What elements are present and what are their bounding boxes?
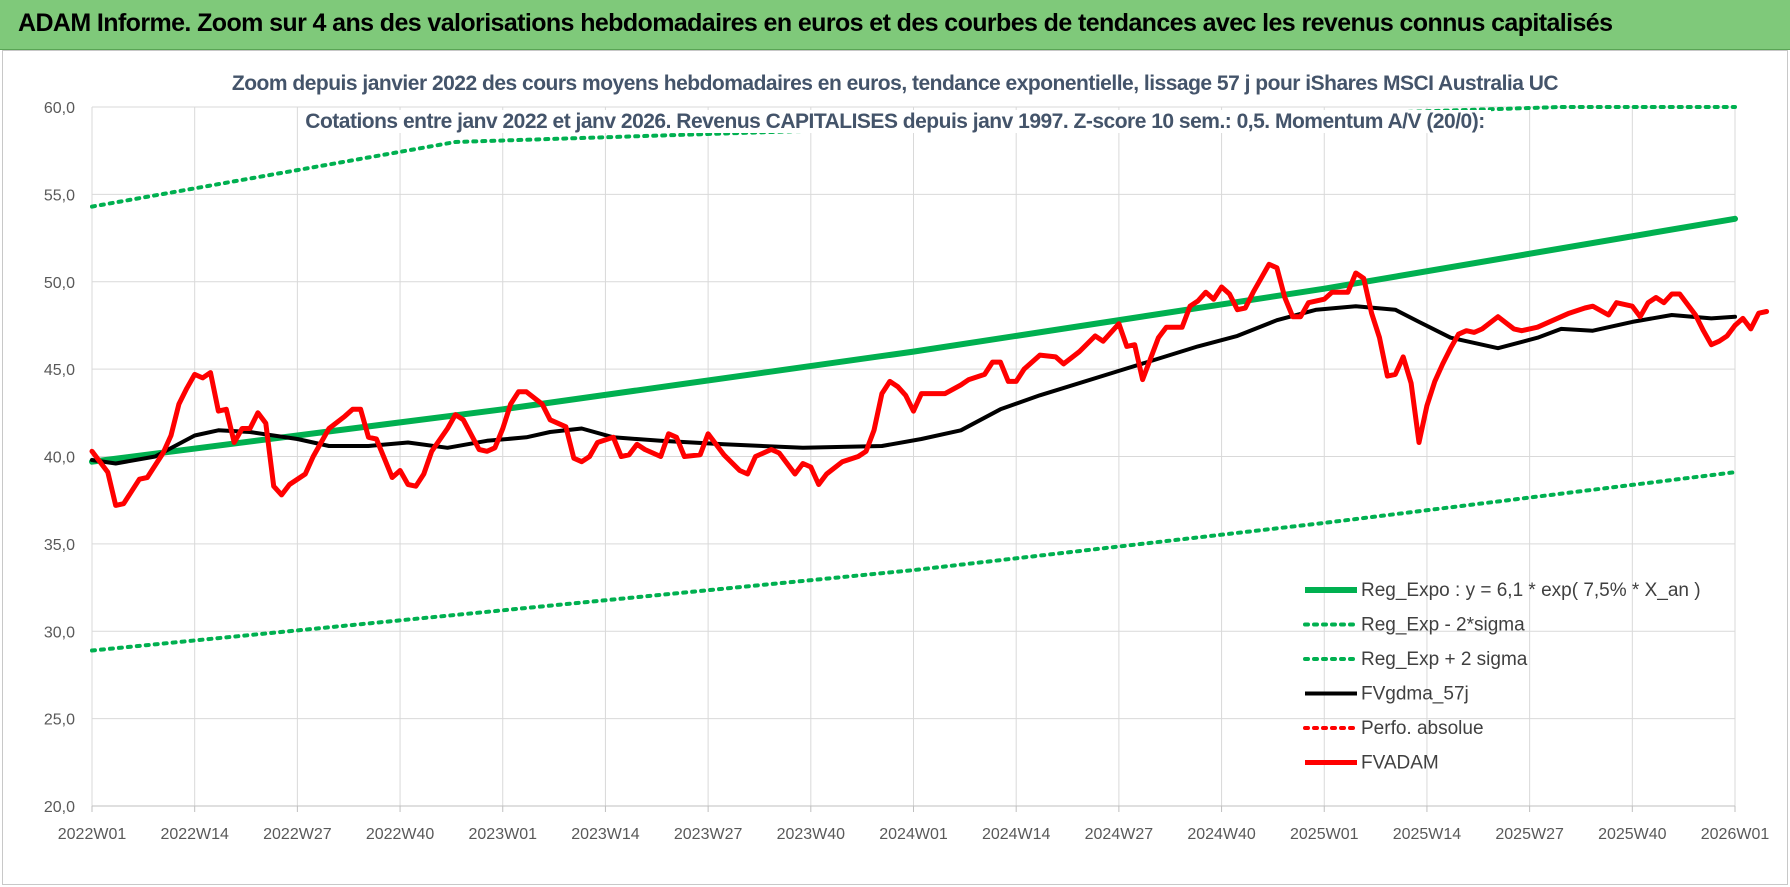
legend-label: Reg_Expo : y = 6,1 * exp( 7,5% * X_an ) [1361,580,1701,601]
banner-title: ADAM Informe. Zoom sur 4 ans des valoris… [18,9,1613,37]
chart-subtitle-row: Cotations entre janv 2022 et janv 2026. … [0,110,1790,134]
x-tick-label: 2025W27 [1495,826,1564,843]
y-tick-label: 35,0 [44,537,75,554]
gridlines [91,106,1736,807]
y-tick-label: 60,0 [44,100,75,117]
x-tick-label: 2024W27 [1085,826,1154,843]
y-tick-label: 30,0 [44,624,75,641]
series-line-1 [90,470,1737,653]
x-axis: 2022W01 2022W14 2022W27 2022W40 2023W01 2023W… [58,805,1770,843]
series-line-5 [89,261,1770,508]
x-tick-label: 2025W14 [1393,826,1462,843]
chart-title: Zoom depuis janvier 2022 des cours moyen… [225,72,1565,95]
x-tick-label: 2022W01 [58,826,127,843]
x-tick-label: 2022W40 [366,826,435,843]
x-tick-label: 2023W14 [571,826,640,843]
series-line-3 [90,304,1737,466]
legend-label: FVgdma_57j [1361,684,1469,705]
x-tick-label: 2025W01 [1290,826,1359,843]
x-tick-label: 2024W40 [1187,826,1256,843]
x-tick-label: 2025W40 [1598,826,1667,843]
x-tick-label: 2023W27 [674,826,743,843]
y-tick-label: 20,0 [44,799,75,816]
x-tick-label: 2022W27 [263,826,332,843]
legend-label: FVADAM [1361,753,1439,774]
y-axis: 60,0 55,0 50,0 45,0 40,0 35,0 30,0 25,0 20,0 [44,100,75,816]
legend-label: Reg_Exp - 2*sigma [1361,615,1525,636]
y-tick-label: 40,0 [44,450,75,467]
x-tick-label: 2024W14 [982,826,1051,843]
x-tick-label: 2022W14 [160,826,229,843]
legend-label: Reg_Exp + 2 sigma [1361,649,1528,670]
x-tick-label: 2023W01 [469,826,538,843]
x-tick-label: 2024W01 [879,826,948,843]
y-tick-label: 25,0 [44,712,75,729]
legend: Reg_Expo : y = 6,1 * exp( 7,5% * X_an ) R… [1303,580,1701,774]
legend-label: Perfo. absolue [1361,718,1484,739]
chart-frame [2,50,1788,885]
chart-title-row: Zoom depuis janvier 2022 des cours moyen… [0,72,1790,96]
y-tick-label: 50,0 [44,275,75,292]
x-tick-label: 2023W40 [777,826,846,843]
y-tick-label: 45,0 [44,362,75,379]
banner: ADAM Informe. Zoom sur 4 ans des valoris… [0,0,1790,50]
chart-subtitle: Cotations entre janv 2022 et janv 2026. … [299,110,1491,133]
series-lines [89,105,1770,653]
x-tick-label: 2026W01 [1701,826,1770,843]
y-tick-label: 55,0 [44,187,75,204]
